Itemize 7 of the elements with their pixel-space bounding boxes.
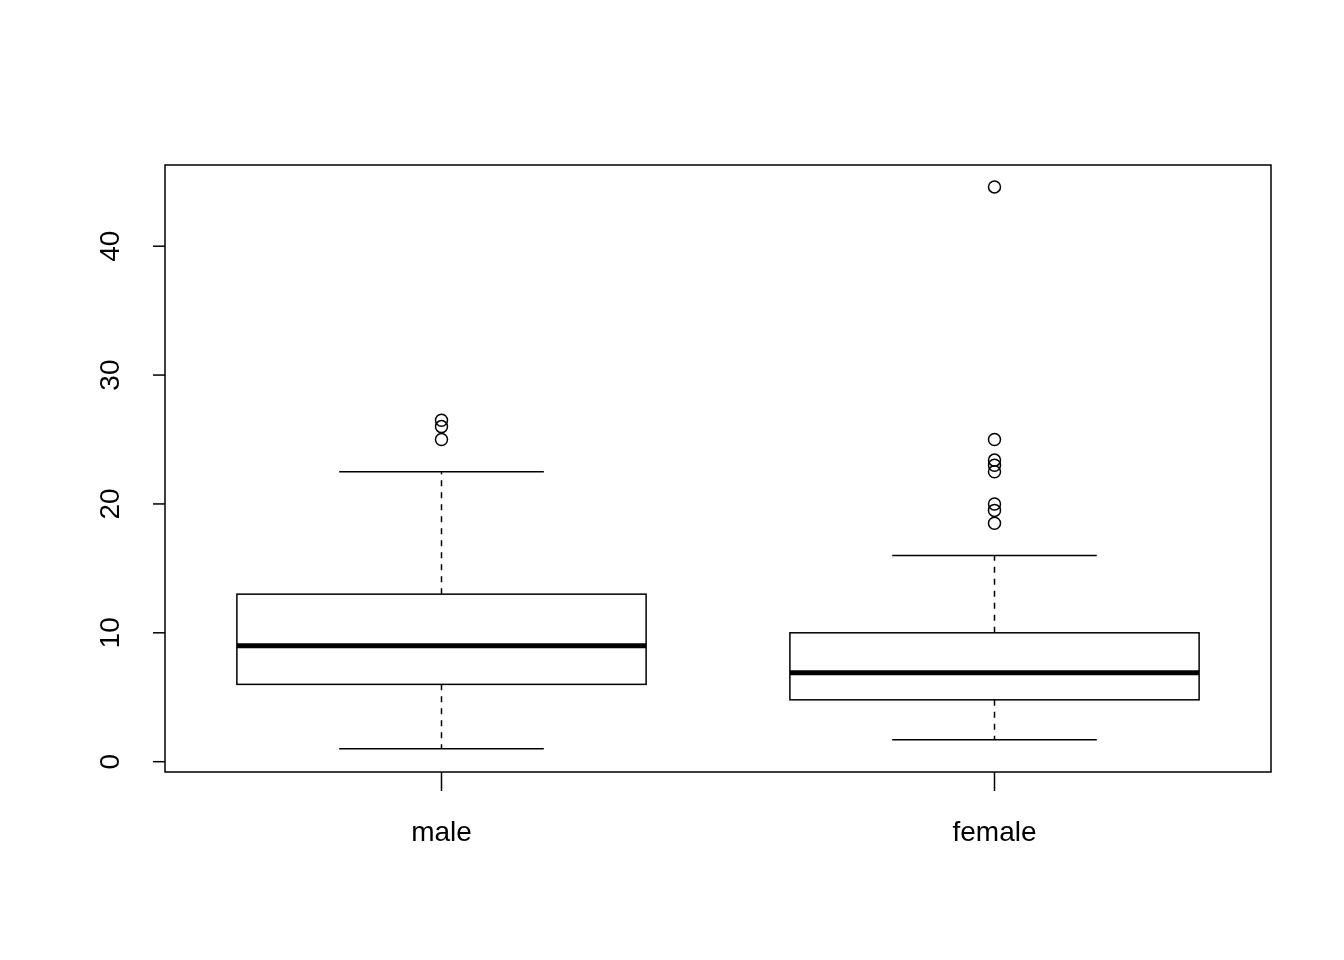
x-tick-label: female xyxy=(952,816,1037,847)
y-tick-label: 0 xyxy=(94,753,125,770)
y-tick-label: 10 xyxy=(94,617,125,649)
y-tick-label: 20 xyxy=(94,488,125,520)
y-tick-label: 40 xyxy=(94,230,125,262)
y-tick-label: 30 xyxy=(94,359,125,391)
x-tick-label: male xyxy=(411,816,472,847)
